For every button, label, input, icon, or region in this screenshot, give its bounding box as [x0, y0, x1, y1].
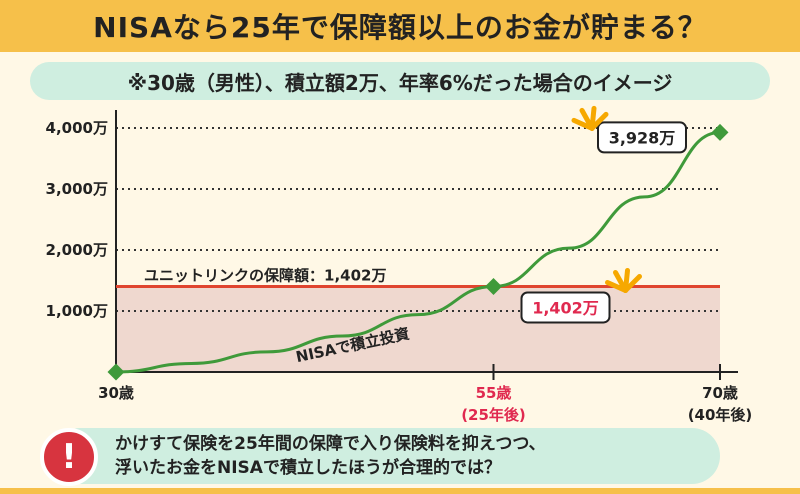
title-bar: NISAなら25年で保障額以上のお金が貯まる？ [0, 0, 800, 52]
y-tick-label: 3,000万 [46, 180, 108, 198]
callout-55-label: 1,402万 [532, 298, 599, 317]
callout-70-label: 3,928万 [609, 128, 676, 147]
callout-55-box [520, 291, 611, 324]
note-line-2: 浮いたお金をNISAで積立したほうが合理的では？ [115, 458, 501, 478]
note-text: かけすて保険を25年間の保障で入り保険料を抑えつつ、 浮いたお金をNISAで積立… [115, 432, 715, 480]
x-tick-sublabel: (25年後) [461, 406, 526, 424]
subtitle-pill: ※30歳（男性）、積立額2万、年率6%だった場合のイメージ [30, 62, 770, 100]
data-point [711, 123, 729, 141]
burst-mark [589, 111, 609, 131]
series-line [115, 130, 721, 374]
note-box [52, 428, 720, 484]
subtitle: ※30歳（男性）、積立額2万、年率6%だった場合のイメージ [127, 70, 673, 95]
burst-mark [623, 273, 642, 293]
y-tick-label: 4,000万 [46, 119, 108, 137]
data-point [107, 363, 125, 381]
line-chart: 1,000万 2,000万 3,000万 4,000万ユニットリンクの保障額：1,40… [46, 105, 753, 424]
data-point [485, 277, 502, 295]
guarantee-label: ユニットリンクの保障額：1,402万 [144, 266, 386, 284]
x-tick-sublabel: (40年後) [688, 406, 753, 424]
page-title: NISAなら25年で保障額以上のお金が貯まる？ [93, 11, 707, 44]
x-tick-label: 30歳 [98, 384, 134, 402]
bottom-bar [0, 488, 800, 494]
x-tick-label: 55歳 [476, 384, 512, 402]
y-tick-label: 2,000万 [46, 241, 108, 259]
exclamation-icon: ! [40, 428, 98, 486]
y-tick-label: 1,000万 [46, 302, 108, 320]
guarantee-shade [116, 286, 720, 372]
callout-70-box [597, 121, 687, 154]
note-line-1: かけすて保険を25年間の保障で入り保険料を抑えつつ、 [115, 434, 546, 454]
x-tick-label: 70歳 [702, 384, 738, 402]
